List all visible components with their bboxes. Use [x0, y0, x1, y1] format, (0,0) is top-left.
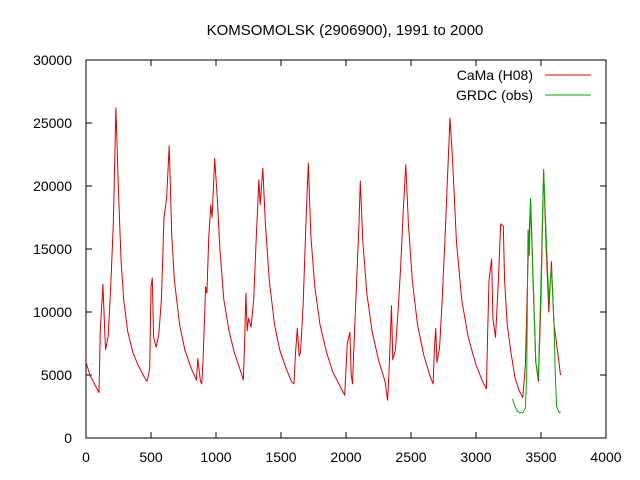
chart-title: KOMSOMOLSK (2906900), 1991 to 2000 — [207, 22, 484, 39]
legend: CaMa (H08) GRDC (obs) — [456, 67, 591, 103]
legend-label-2: GRDC (obs) — [456, 87, 533, 103]
x-tick-label: 1000 — [200, 449, 231, 465]
series-line-2 — [511, 169, 561, 414]
series-layer — [85, 107, 561, 414]
x-tick-label: 3500 — [525, 449, 556, 465]
x-tick-label: 4000 — [590, 449, 621, 465]
legend-label-1: CaMa (H08) — [457, 67, 533, 83]
y-tick-label: 10000 — [33, 304, 72, 320]
series-line-1 — [85, 107, 561, 401]
x-tick-label: 500 — [139, 449, 163, 465]
x-tick-label: 1500 — [265, 449, 296, 465]
y-tick-label: 30000 — [33, 52, 72, 68]
x-tick-label: 2000 — [330, 449, 361, 465]
x-tick-label: 0 — [82, 449, 90, 465]
axis-ticks: 0 500 1000 1500 2000 2500 3000 3500 4000 0 5000 100… — [33, 52, 622, 465]
y-tick-label: 20000 — [33, 178, 72, 194]
y-tick-label: 0 — [64, 430, 72, 446]
x-tick-label: 3000 — [460, 449, 491, 465]
y-tick-label: 15000 — [33, 241, 72, 257]
y-tick-label: 25000 — [33, 115, 72, 131]
y-tick-label: 5000 — [41, 367, 72, 383]
x-tick-label: 2500 — [395, 449, 426, 465]
